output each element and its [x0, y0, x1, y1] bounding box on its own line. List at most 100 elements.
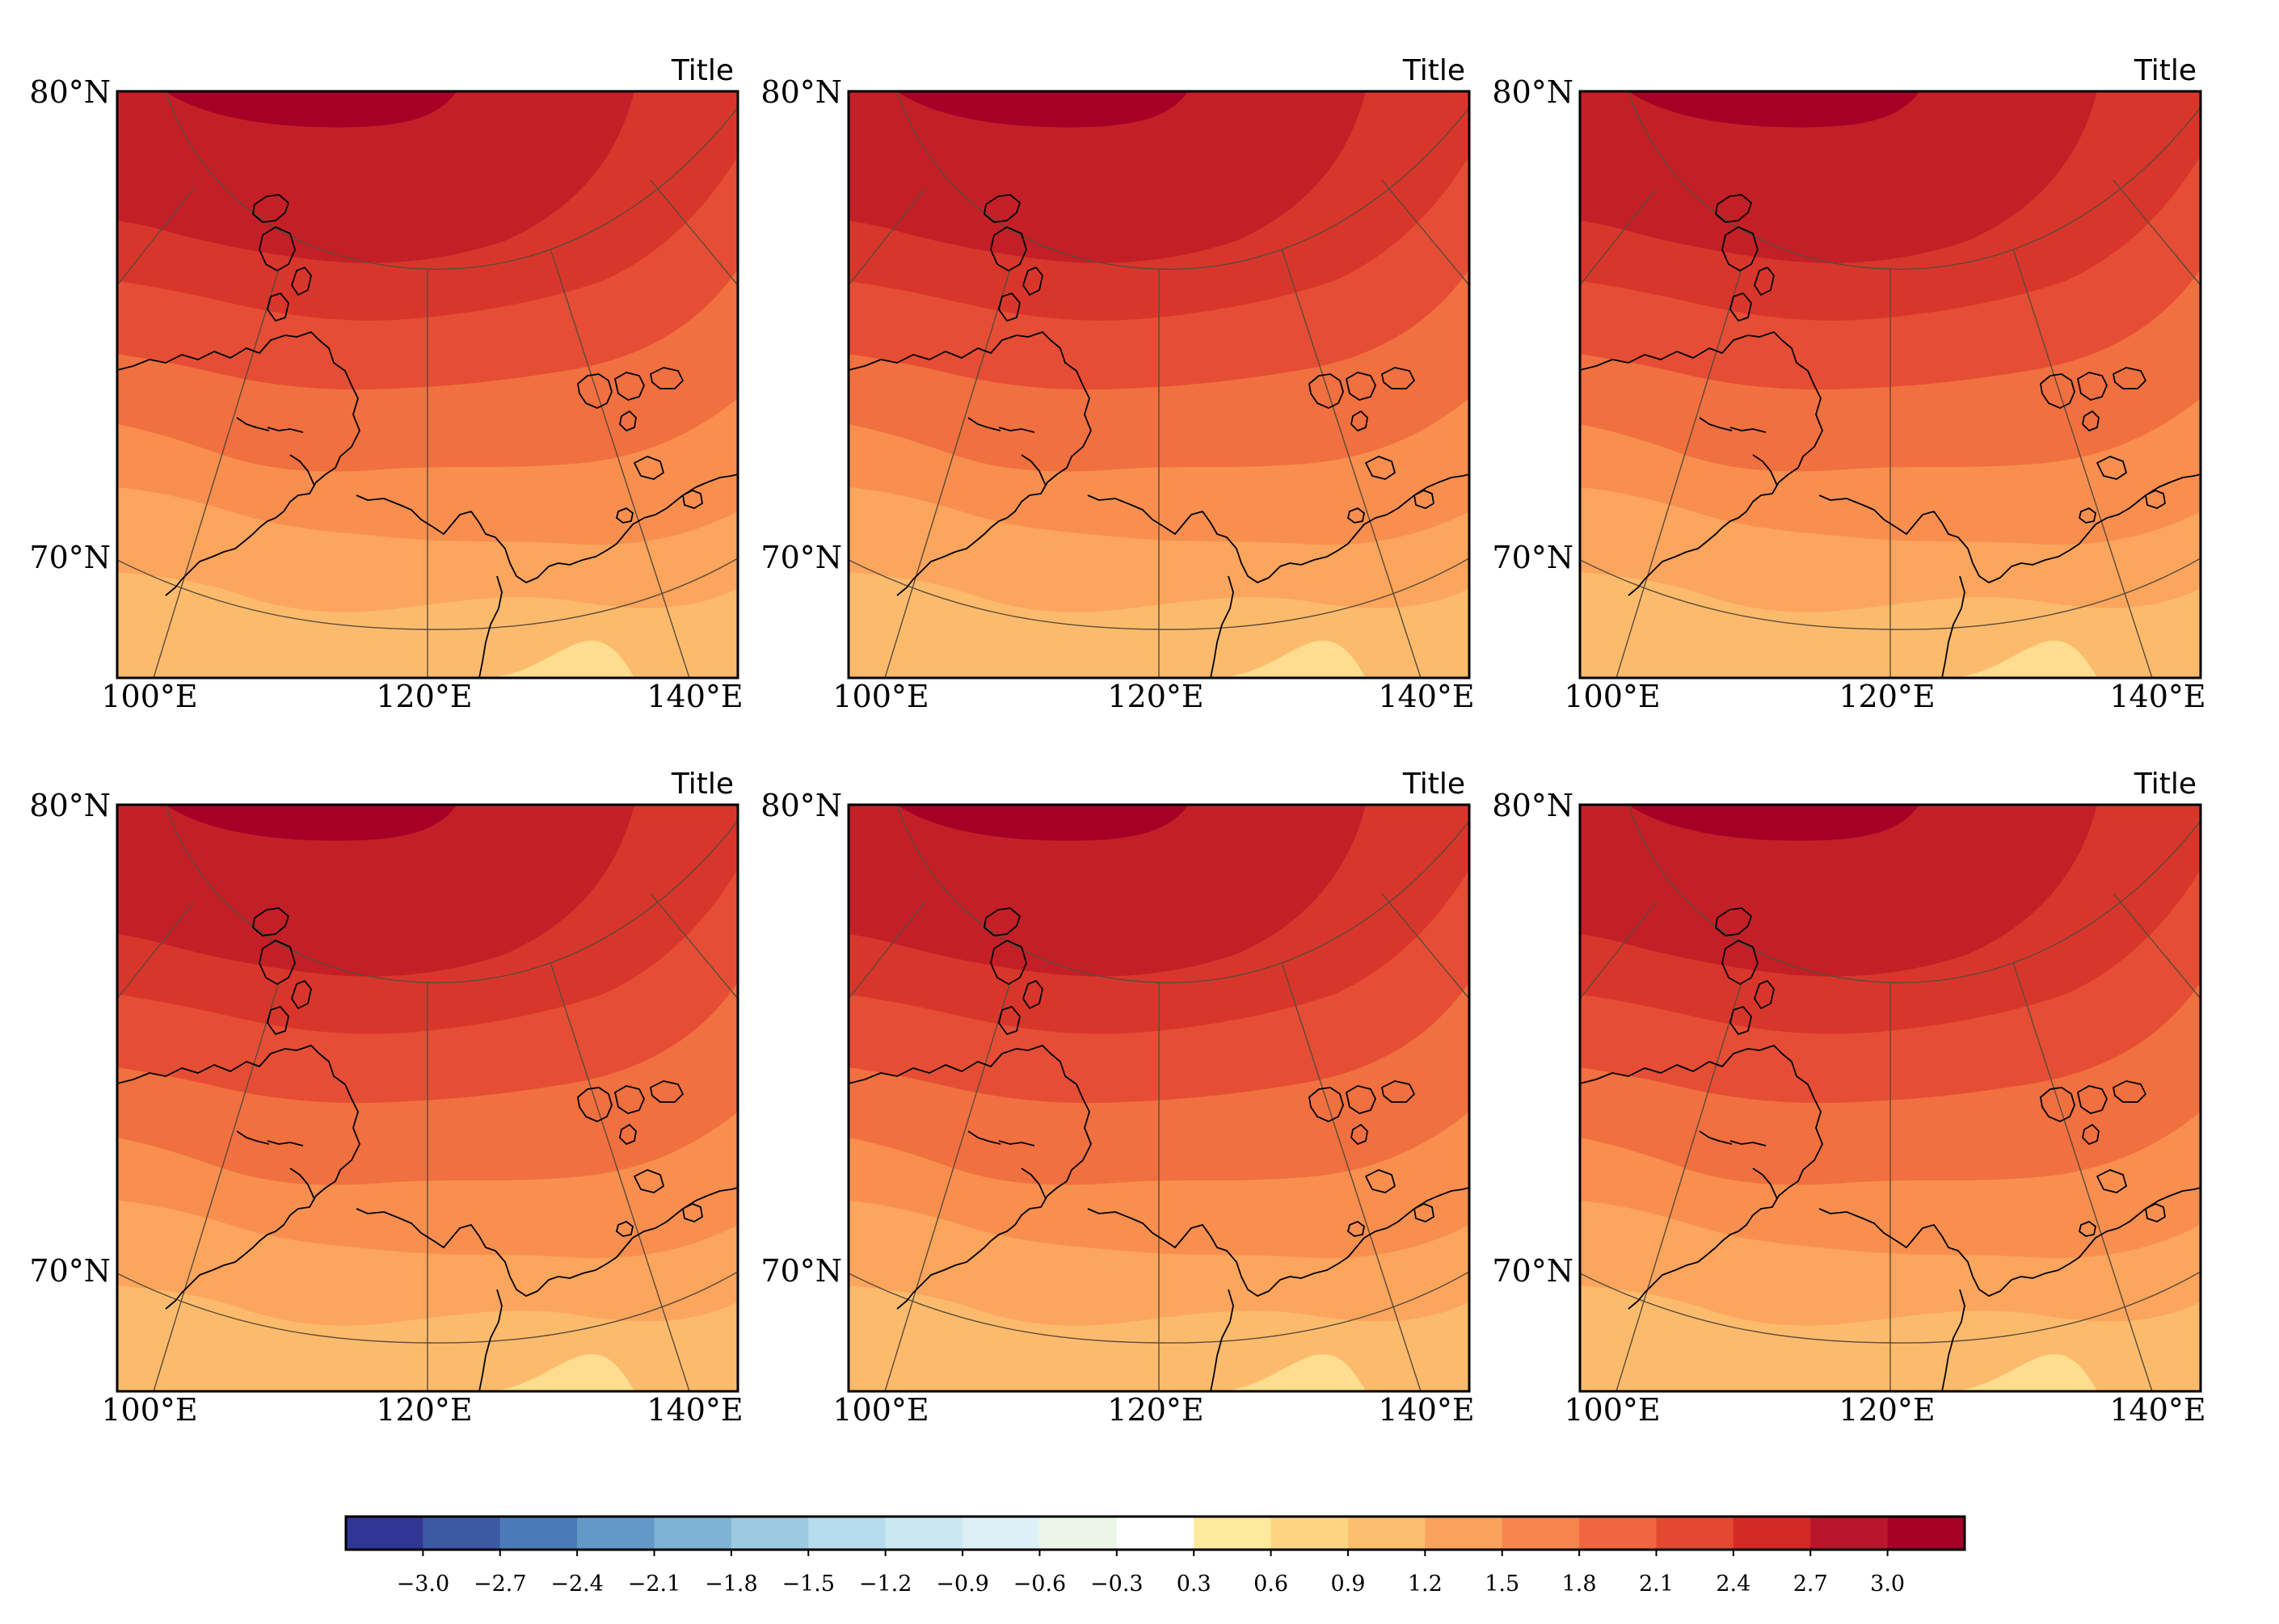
colorbar-ticks: −3.0 −2.7 −2.4 −2.1 −1.8 −1.5 −1.2 −0.9 −0.6 −0.3… — [397, 1550, 1905, 1597]
colorbar-cell — [1887, 1517, 1965, 1550]
coastline-segment-15 — [2096, 1169, 2127, 1193]
coastline-segment-16 — [682, 490, 703, 509]
colorbar-cell — [1194, 1517, 1272, 1550]
meridian-100e — [884, 268, 1011, 678]
coastline-segment-5 — [117, 331, 360, 596]
coastline-segment-11 — [577, 1087, 613, 1122]
meridian-140e — [1281, 248, 1422, 678]
coastline-segment-14 — [1350, 410, 1368, 431]
lat-label-70n: 70°N — [1492, 1253, 1573, 1289]
coastline-segment-6 — [356, 1187, 738, 1297]
colorbar-cell — [1579, 1517, 1658, 1550]
colorbar-tick-label: 1.8 — [1562, 1571, 1597, 1597]
coastline-segment-17 — [2079, 507, 2096, 524]
meridian-150e — [2113, 893, 2201, 999]
colorbar-tick-label: 0.9 — [1330, 1571, 1365, 1597]
coastline-segment-7 — [1021, 1168, 1047, 1200]
graticule — [1580, 805, 2201, 1391]
coastline-segment-6 — [1087, 473, 1469, 583]
coastline-segment-17 — [616, 507, 634, 524]
coastline-segment-7 — [1752, 454, 1778, 486]
temperature-anomaly-field — [849, 91, 1469, 678]
colorbar-cell — [885, 1517, 963, 1550]
lon-label-140e: 140°E — [647, 679, 743, 714]
map-frame — [847, 803, 1471, 1393]
coastline-segment-13 — [1381, 1080, 1415, 1103]
meridian-90e — [849, 187, 926, 286]
coastline-segment-15 — [1365, 1169, 1396, 1193]
panel-title: Title — [1402, 54, 1465, 87]
coastline-segment-16 — [1413, 490, 1434, 509]
coastline-segment-4 — [1729, 292, 1752, 322]
coastline — [1580, 194, 2201, 678]
coastline-segment-2 — [1721, 940, 1759, 985]
coastline-segment-9 — [236, 417, 270, 431]
lat-label-80n: 80°N — [1492, 74, 1573, 110]
colorbar-tick-label: 2.4 — [1716, 1571, 1750, 1597]
meridian-150e — [650, 893, 738, 999]
coastline-segment-16 — [682, 1203, 703, 1222]
meridian-90e — [117, 901, 195, 999]
coastline-segment-3 — [1022, 980, 1043, 1009]
colorbar-frame — [344, 1515, 1966, 1551]
graticule — [849, 805, 1469, 1391]
lon-label-140e: 140°E — [647, 1392, 743, 1428]
coastline-segment-14 — [619, 1124, 637, 1145]
lat-label-70n: 70°N — [29, 540, 111, 575]
coastline-segment-10 — [1210, 575, 1234, 678]
contour-band-c3-0 — [166, 91, 457, 128]
colorbar-cell — [1502, 1517, 1580, 1550]
coastline-segment-10 — [1210, 1289, 1234, 1391]
contour-band-c3-0 — [897, 91, 1188, 128]
coastline-segment-4 — [267, 1006, 289, 1035]
colorbar-cell — [654, 1517, 732, 1550]
meridian-100e — [153, 982, 280, 1391]
panel-title: Title — [671, 768, 734, 801]
coastline-segment-8 — [1729, 1140, 1767, 1146]
meridian-140e — [2012, 248, 2153, 678]
coastline-segment-13 — [2113, 1080, 2146, 1103]
colorbar-cell — [963, 1517, 1041, 1550]
coastline-segment-9 — [967, 1130, 1001, 1145]
contour-band-c2-7 — [117, 805, 634, 977]
coastline-segment-5 — [1580, 331, 1823, 596]
coastline-segment-2 — [259, 940, 296, 985]
colorbar-cell — [1810, 1517, 1889, 1550]
coastline-segment-13 — [1381, 367, 1415, 389]
coastline-segment-17 — [616, 1221, 634, 1237]
colorbar-tick-label: 1.5 — [1485, 1571, 1519, 1597]
lon-label-100e: 100°E — [101, 679, 197, 714]
coastline-segment-2 — [990, 940, 1027, 985]
lat-label-70n: 70°N — [29, 1253, 111, 1289]
coastline-segment-9 — [1699, 1130, 1733, 1145]
meridian-90e — [1580, 901, 1658, 999]
colorbar-tick-label: −2.4 — [550, 1571, 604, 1597]
coastline-segment-15 — [1365, 456, 1396, 480]
lon-label-120e: 120°E — [376, 1392, 472, 1428]
lat-label-70n: 70°N — [1492, 540, 1573, 575]
contour-band-c2-7 — [1580, 91, 2097, 263]
contour-band-c3-0 — [166, 805, 457, 841]
colorbar-cell — [499, 1517, 578, 1550]
colorbar-cell — [346, 1517, 423, 1550]
coastline-segment-1 — [1715, 907, 1752, 936]
meridian-100e — [884, 982, 1011, 1391]
colorbar-tick-label: −1.2 — [859, 1571, 912, 1597]
coastline-segment-15 — [634, 1169, 664, 1193]
lon-label-100e: 100°E — [1564, 1392, 1660, 1428]
panel-title: Title — [2134, 768, 2197, 801]
colorbar-cell — [808, 1517, 887, 1550]
meridian-140e — [1281, 961, 1422, 1391]
contour-band-c3-0 — [1628, 91, 1919, 128]
graticule — [117, 91, 738, 678]
colorbar-cell — [577, 1517, 655, 1550]
meridian-100e — [1616, 982, 1742, 1391]
coastline-segment-12 — [2077, 372, 2108, 401]
coastline-segment-8 — [267, 1140, 304, 1146]
meridian-140e — [550, 248, 690, 678]
meridian-90e — [1580, 187, 1658, 286]
coastline-segment-11 — [577, 373, 613, 409]
coastline-segment-3 — [291, 980, 312, 1009]
colorbar-tick-label: 2.7 — [1793, 1571, 1828, 1597]
coastline-segment-11 — [2040, 373, 2075, 409]
